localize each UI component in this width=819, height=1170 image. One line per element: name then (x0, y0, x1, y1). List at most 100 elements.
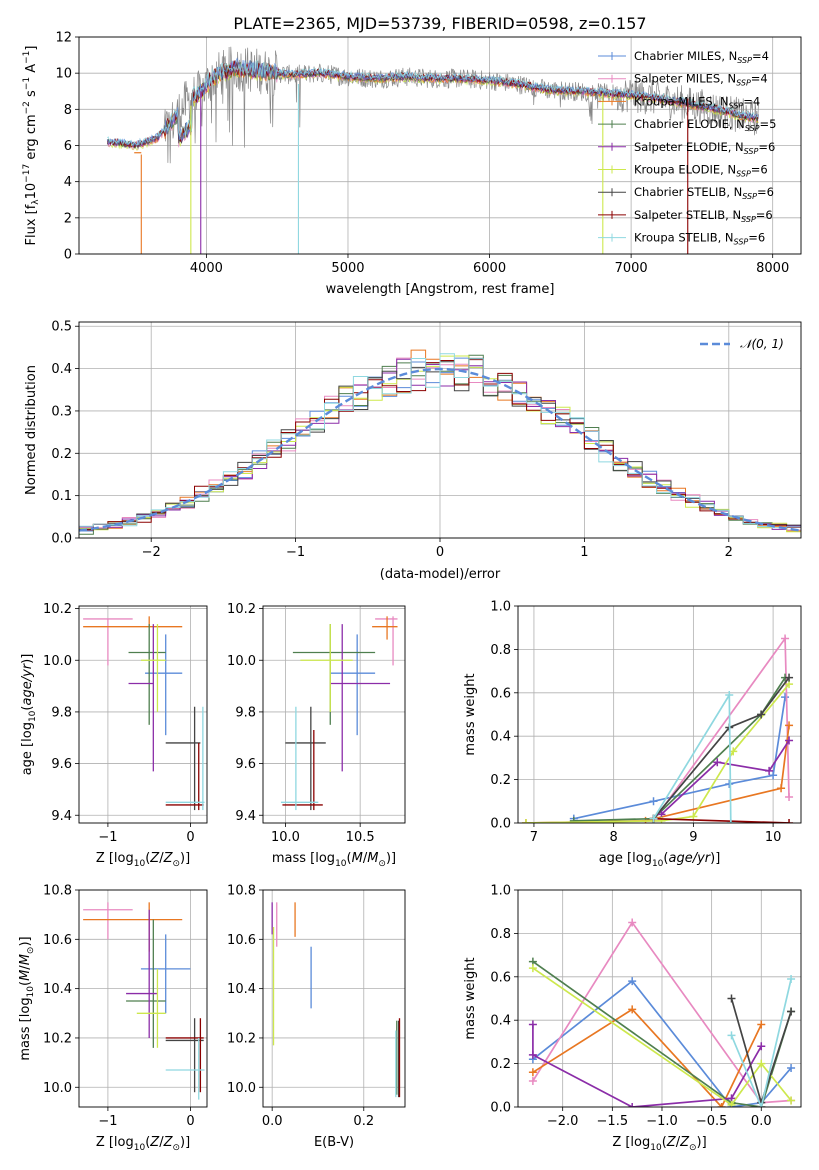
mass_vs_EBV-ytick-label: 10.2 (227, 1031, 256, 1046)
age_vs_Z-errorbar (128, 624, 154, 772)
weight_vs_age-ytick-label: 0.2 (490, 773, 511, 788)
weight_vs_age-ytick-label: 0.4 (490, 730, 511, 745)
weight_vs_age-xtick-label: 7 (530, 830, 538, 845)
weight_vs_Z-axes: −2.0 −1.5 −1.0 −0.5 0.0 0.0 0.2 0.4 0.6 0.8 1.0 (490, 884, 801, 1129)
spectrum-legend: Chabrier MILES, NSSP=4 Salpeter MILES, NS… (598, 49, 776, 247)
spectrum-frame (78, 36, 802, 255)
spectrum-ylabel: Flux [fλ10−17 erg cm−2 s−1 A−1] (22, 46, 41, 246)
weight_vs_age-marker (726, 819, 735, 823)
spectrum-xtick-label: 5000 (331, 261, 364, 276)
mass_vs_EBV-ytick-label: 10.6 (227, 933, 256, 948)
mass_vs_Z-ytick-label: 10.6 (43, 933, 72, 948)
weight_vs_Z-marker (628, 1005, 637, 1014)
mass_vs_Z-xtick-label: 0 (186, 1114, 194, 1129)
weight_vs_age-marker (781, 634, 790, 643)
histogram-xtick-label: 1 (580, 545, 588, 560)
weight_vs_Z-ytick-label: 0.8 (490, 927, 511, 942)
age_vs_mass-errorbar (372, 616, 398, 640)
age_vs_mass-errorbar (330, 624, 391, 772)
weight_vs_Z-ytick-label: 1.0 (490, 884, 511, 899)
age_vs_Z-errorbar (83, 616, 183, 628)
legend-label: Salpeter MILES, NSSP=4 (634, 72, 768, 88)
spectrum-title: PLATE=2365, MJD=53739, FIBERID=0598, z=0… (233, 14, 646, 33)
spectrum-xtick-label: 6000 (473, 261, 506, 276)
weight_vs_Z-marker (528, 1050, 537, 1059)
weight_vs_Z-marker (628, 977, 637, 986)
histogram-ytick-label: 0.1 (51, 489, 72, 504)
legend-label: Kroupa MILES, NSSP=4 (634, 94, 760, 110)
histogram-ylabel: Normed distribution (24, 365, 39, 495)
mass-vs-EBV-xlabel: E(B-V) (314, 1135, 354, 1150)
age-vs-Z-xlabel: Z [log10(Z/Z⊙)] (96, 851, 190, 869)
age_vs_mass-errorbar (300, 624, 353, 712)
weight_vs_age-ytick-label: 0.0 (490, 817, 511, 832)
weight_vs_age-series-3 (525, 725, 790, 823)
mass_vs_Z-plot (83, 902, 205, 1100)
age_vs_Z-plot (83, 616, 205, 811)
weight_vs_age-series-4 (573, 677, 786, 822)
spectrum-ytick-label: 0 (64, 248, 72, 263)
mass_vs_Z-errorbar (165, 1018, 204, 1093)
weight_vs_Z-series-9 (730, 978, 792, 1107)
weight_vs_age-marker (769, 771, 778, 780)
histogram-ytick-label: 0.0 (51, 532, 72, 547)
weight_vs_Z-marker (727, 994, 736, 1003)
weight_vs_Z-marker (528, 1020, 537, 1029)
weight_vs_age-marker (713, 758, 722, 767)
mass_vs_Z-ytick-label: 10.4 (43, 982, 72, 997)
weight_vs_Z-frame (517, 889, 802, 1108)
spectrum-data-line (106, 46, 759, 164)
mass-vs-Z-xlabel: Z [log10(Z/Z⊙)] (96, 1135, 190, 1153)
legend-label: Chabrier STELIB, NSSP=6 (634, 185, 774, 201)
histogram-ytick-label: 0.5 (51, 320, 72, 335)
age_vs_Z-errorbar (145, 634, 183, 736)
mass_vs_Z-errorbar (83, 902, 133, 940)
age-vs-mass-xlabel: mass [log10(M/M⊙)] (272, 851, 396, 869)
weight_vs_age-series-1 (573, 696, 786, 820)
legend-label: Salpeter ELODIE, NSSP=6 (634, 140, 775, 156)
spectrum-ytick-label: 10 (55, 67, 72, 82)
weight_vs_age-marker (781, 693, 790, 702)
mass_vs_EBV-xtick-label: 0.0 (262, 1114, 283, 1129)
weight_vs_age-marker (649, 814, 658, 823)
weight_vs_age-plot (521, 634, 794, 823)
age_vs_Z-axes: −1 0 9.4 9.6 9.8 10.0 10.2 (43, 602, 207, 845)
mass_vs_Z-errorbar (136, 968, 166, 1048)
weight_vs_Z-series-1 (532, 979, 792, 1107)
weight_vs_age-marker (765, 766, 774, 775)
weight_vs_Z-series-5 (532, 1024, 763, 1107)
age_vs_mass-ytick-label: 9.8 (235, 705, 256, 720)
spectrum-plot (106, 46, 759, 254)
weight_vs_age-series-5 (660, 740, 790, 815)
age_vs_Z-ytick-label: 9.8 (51, 705, 72, 720)
spectrum-xtick-label: 7000 (615, 261, 648, 276)
weight_vs_age-marker (785, 673, 794, 682)
histogram-plot (79, 349, 801, 537)
age_vs_Z-errorbar (165, 706, 201, 811)
weight_vs_Z-marker (528, 964, 537, 973)
normal-curve (79, 367, 801, 532)
weight_vs_age-marker (521, 819, 530, 823)
weight_vs_age-ylabel: mass weight (463, 673, 478, 755)
weight_vs_Z-series-6 (532, 967, 792, 1106)
mass-vs-Z-ylabel: mass [log10(M/M⊙)] (18, 936, 36, 1060)
weight_vs_age-marker (785, 721, 794, 730)
spectrum-ytick-label: 4 (64, 175, 72, 190)
spectrum-model-line-9 (107, 59, 759, 146)
weight_vs_Z-marker (757, 1042, 766, 1051)
spectrum-xtick-label: 4000 (190, 261, 223, 276)
mass_vs_EBV-xtick-label: 0.2 (353, 1114, 374, 1129)
age_vs_mass-frame (262, 605, 406, 824)
age_vs_mass-ytick-label: 9.4 (235, 809, 256, 824)
weight_vs_age-marker (649, 797, 658, 806)
age-vs-Z-ylabel: age [log10(age/yr)] (20, 654, 38, 776)
age_vs_mass-errorbar (330, 634, 376, 736)
histogram-ytick-label: 0.4 (51, 362, 72, 377)
legend-label: Salpeter STELIB, NSSP=6 (634, 208, 773, 224)
weight_vs_Z-marker (787, 1007, 796, 1016)
weight_vs_Z-marker (628, 1103, 637, 1107)
weight_vs_age-marker (757, 710, 766, 719)
weight_vs_Z-xtick-label: 0.0 (751, 1114, 772, 1129)
weight_vs_Z-marker (528, 1068, 537, 1077)
